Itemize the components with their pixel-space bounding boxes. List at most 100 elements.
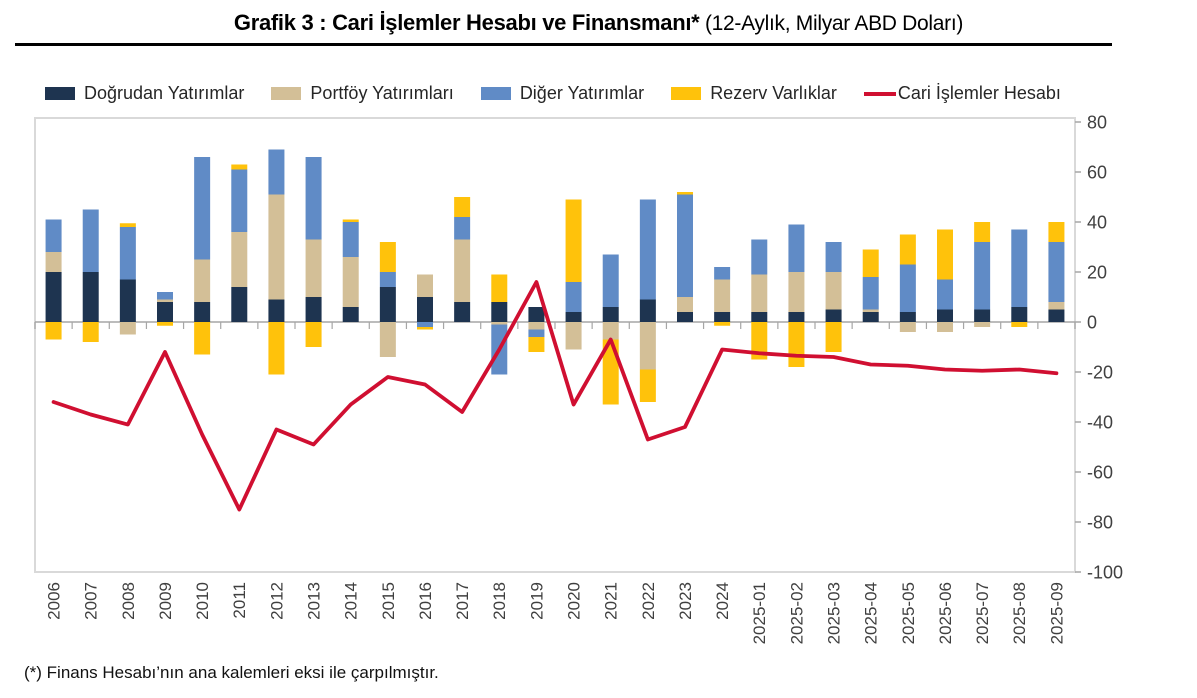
- bar-segment: [974, 322, 991, 327]
- bar-segment: [937, 279, 953, 310]
- bar-segment: [454, 302, 471, 322]
- bar-segment: [194, 302, 211, 322]
- current-account-line: [51, 280, 1059, 512]
- x-axis-label: 2025-01: [750, 582, 769, 644]
- legend-label-rezerv-varliklar: Rezerv Varlıklar: [710, 83, 837, 103]
- bar-segment: [677, 194, 693, 297]
- bar-segment: [788, 272, 805, 312]
- x-axis-label: 2025-09: [1047, 582, 1066, 644]
- bar-segment: [825, 309, 842, 322]
- bar-segment: [45, 219, 62, 252]
- bar-segment: [528, 322, 545, 330]
- y-axis-label: 0: [1087, 312, 1097, 332]
- chart-title: Grafik 3 : Cari İşlemler Hesabı ve Finan…: [0, 10, 1197, 36]
- bar-segment: [899, 234, 916, 265]
- chart-title-subtitle: (12-Aylık, Milyar ABD Doları): [699, 12, 964, 35]
- x-axis-label: 2011: [230, 582, 249, 619]
- bar-segment: [974, 309, 991, 322]
- bar-segment: [602, 339, 619, 405]
- x-axis-label: 2019: [527, 582, 546, 620]
- bar-segment: [305, 322, 322, 347]
- legend-line-swatch-cari-islemler-hesabi: [863, 91, 896, 96]
- bar-segment: [788, 322, 805, 367]
- bar-segment: [862, 312, 879, 322]
- bar-segment: [937, 229, 953, 280]
- chart-footnote: (*) Finans Hesabı’nın ana kalemleri eksi…: [24, 663, 439, 682]
- bar-segment: [528, 307, 545, 322]
- bar-segment: [231, 169, 248, 232]
- bar-segment: [379, 287, 396, 322]
- y-axis-label: -80: [1087, 512, 1113, 532]
- x-axis-label: 2025-05: [899, 582, 918, 644]
- x-axis-label: 2010: [193, 582, 212, 620]
- bar-segment: [119, 223, 136, 227]
- bar-segment: [491, 302, 508, 322]
- y-axis-label: -20: [1087, 362, 1113, 382]
- legend-label-dogrudan-yatirimlar: Doğrudan Yatırımlar: [84, 83, 245, 103]
- bar-segment: [565, 199, 582, 282]
- x-axis-label: 2016: [416, 582, 435, 620]
- bar-segment: [677, 297, 693, 312]
- bar-segment: [417, 327, 433, 330]
- bar-segment: [82, 272, 99, 322]
- y-axis-label: 40: [1087, 212, 1107, 232]
- bar-segment: [788, 312, 805, 322]
- bar-segment: [1048, 302, 1065, 310]
- legend-label-portfoy-yatirimlari: Portföy Yatırımları: [310, 83, 454, 103]
- bar-segment: [937, 322, 953, 332]
- bar-segment: [565, 282, 582, 312]
- bar-segment: [602, 322, 619, 340]
- bar-segment: [119, 322, 136, 335]
- bar-segment: [379, 242, 396, 272]
- x-axis-label: 2023: [676, 582, 695, 620]
- bar-segment: [862, 309, 879, 312]
- bar-segment: [119, 227, 136, 280]
- bar-segment: [565, 322, 582, 350]
- bar-segment: [788, 224, 805, 272]
- bar-segment: [639, 322, 656, 370]
- bar-segment: [305, 297, 322, 322]
- x-axis-label: 2025-06: [936, 582, 955, 644]
- bar-segment: [268, 149, 285, 195]
- x-axis-label: 2021: [602, 582, 621, 620]
- bar-segment: [1011, 307, 1028, 322]
- bar-segment: [639, 299, 656, 322]
- plot-frame: [34, 117, 1076, 573]
- y-axis-label: -40: [1087, 412, 1113, 432]
- y-axis-label: -100: [1087, 562, 1123, 582]
- bar-segment: [565, 312, 582, 322]
- bar-segment: [491, 274, 508, 302]
- bar-segment: [194, 157, 211, 260]
- x-axis-label: 2025-02: [787, 582, 806, 644]
- bar-segment: [82, 322, 99, 342]
- bar-segment: [825, 272, 842, 310]
- bar-segment: [751, 322, 768, 360]
- bar-segment: [528, 329, 545, 337]
- bar-segment: [1048, 309, 1065, 322]
- legend-swatch-dogrudan-yatirimlar: [45, 87, 75, 100]
- bar-segment: [157, 322, 173, 326]
- bar-segment: [1011, 322, 1028, 327]
- bar-segment: [937, 309, 953, 322]
- bar-segment: [417, 322, 433, 327]
- legend-label-cari-islemler-hesabi: Cari İşlemler Hesabı: [897, 83, 1061, 103]
- legend-swatch-rezerv-varliklar: [671, 87, 702, 100]
- bar-segment: [1011, 229, 1028, 307]
- bar-segment: [751, 274, 768, 312]
- x-axis-label: 2025-04: [862, 582, 881, 644]
- bar-segment: [1048, 242, 1065, 302]
- bar-segment: [639, 369, 656, 402]
- bar-segment: [379, 322, 396, 357]
- x-axis-label: 2018: [490, 582, 509, 620]
- bar-segment: [417, 297, 433, 322]
- x-axis-label: 2022: [639, 582, 658, 620]
- y-axis-label: 80: [1087, 112, 1107, 132]
- bar-segment: [677, 192, 693, 195]
- legend-item-cari-islemler-hesabi: Cari İşlemler Hesabı: [863, 83, 1061, 104]
- bar-segment: [305, 157, 322, 240]
- x-axis-label: 2020: [565, 582, 584, 620]
- bar-segment: [639, 199, 656, 300]
- bar-segment: [714, 267, 731, 280]
